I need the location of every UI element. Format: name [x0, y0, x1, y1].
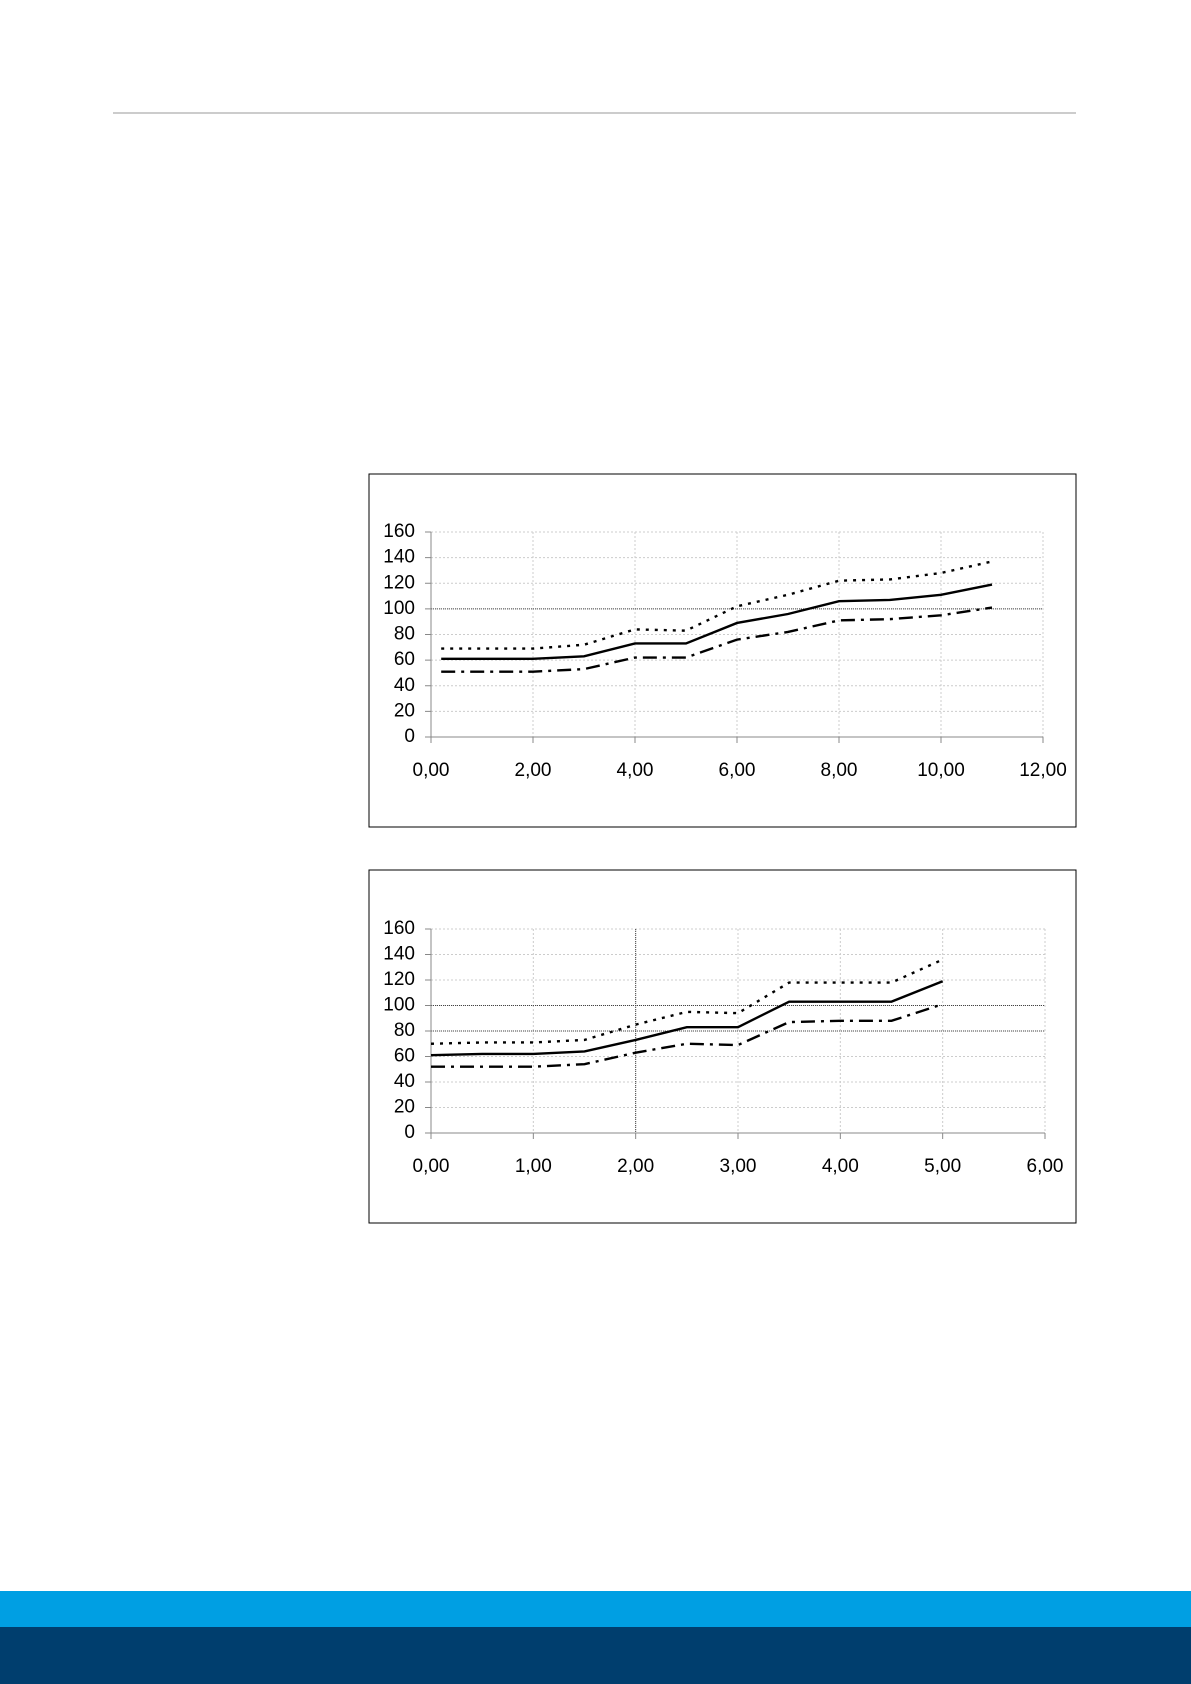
x-tick-label: 3,00 [720, 1156, 757, 1177]
x-tick-label: 0,00 [413, 760, 450, 781]
y-tick-label: 60 [394, 1046, 415, 1067]
x-tick-label: 4,00 [617, 760, 654, 781]
x-tick-label: 12,00 [1019, 760, 1067, 781]
line-series [441, 606, 993, 673]
x-tick-label: 6,00 [1027, 1156, 1064, 1177]
x-tick-label: 5,00 [924, 1156, 961, 1177]
x-tick-label: 2,00 [617, 1156, 654, 1177]
y-tick-label: 160 [383, 918, 415, 939]
x-tick-label: 10,00 [917, 760, 965, 781]
y-tick-label: 0 [404, 1122, 415, 1143]
y-tick-label: 20 [394, 1097, 415, 1118]
y-tick-label: 40 [394, 675, 415, 696]
y-tick-label: 80 [394, 624, 415, 645]
x-tick-label: 1,00 [515, 1156, 552, 1177]
line-series [430, 980, 944, 1057]
line-series [441, 583, 993, 661]
x-tick-label: 0,00 [413, 1156, 450, 1177]
y-tick-label: 20 [394, 700, 415, 721]
x-tick-label: 4,00 [822, 1156, 859, 1177]
y-tick-label: 40 [394, 1071, 415, 1092]
chart-frame [368, 473, 1077, 828]
footer-band [0, 1627, 1191, 1684]
x-tick-label: 2,00 [515, 760, 552, 781]
y-tick-label: 60 [394, 649, 415, 670]
line-series [441, 560, 993, 650]
y-tick-label: 100 [383, 598, 415, 619]
x-tick-label: 6,00 [719, 760, 756, 781]
y-tick-label: 0 [404, 726, 415, 747]
footer-band [0, 1591, 1191, 1627]
y-tick-label: 160 [383, 521, 415, 542]
y-tick-label: 80 [394, 1020, 415, 1041]
line-series [431, 1003, 944, 1068]
y-tick-label: 100 [383, 995, 415, 1016]
y-tick-label: 120 [383, 969, 415, 990]
y-tick-label: 140 [383, 547, 415, 568]
y-tick-label: 120 [383, 572, 415, 593]
x-tick-label: 8,00 [821, 760, 858, 781]
y-tick-label: 140 [383, 944, 415, 965]
chart-frame [368, 869, 1077, 1224]
